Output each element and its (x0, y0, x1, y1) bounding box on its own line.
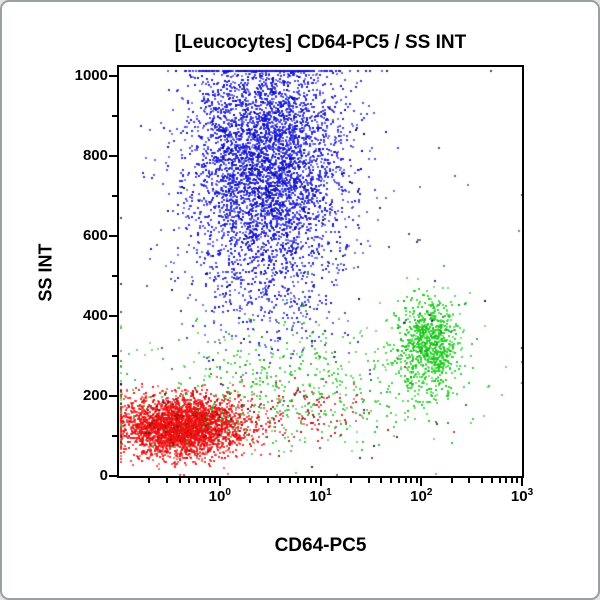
y-major-tick-mark (109, 235, 117, 238)
x-minor-tick-mark (196, 478, 199, 483)
x-minor-tick-mark (297, 478, 300, 483)
x-major-tick-mark (521, 478, 523, 486)
y-axis-label: SS INT (35, 243, 56, 302)
y-tick-label: 800 (82, 147, 108, 165)
x-minor-tick-mark (415, 478, 418, 483)
y-major-tick-mark (109, 75, 117, 78)
x-tick-label: 100 (208, 487, 231, 506)
y-major-tick-mark (109, 155, 117, 158)
y-minor-tick-mark (112, 355, 117, 358)
x-minor-tick-mark (404, 478, 407, 483)
x-minor-tick-mark (397, 478, 400, 483)
x-minor-tick-mark (148, 478, 151, 483)
x-minor-tick-mark (188, 478, 191, 483)
y-minor-tick-mark (112, 195, 117, 198)
y-major-tick-mark (109, 475, 117, 477)
x-minor-tick-mark (309, 478, 312, 483)
y-tick-label: 0 (99, 467, 108, 484)
x-minor-tick-mark (490, 478, 493, 483)
x-minor-tick-mark (349, 478, 352, 483)
x-minor-tick-mark (516, 478, 519, 483)
x-minor-tick-mark (314, 478, 317, 483)
x-minor-tick-mark (498, 478, 501, 483)
x-minor-tick-mark (279, 478, 282, 483)
x-major-tick-mark (319, 478, 322, 486)
y-major-tick-mark (109, 315, 117, 318)
x-minor-tick-mark (214, 478, 217, 483)
x-minor-tick-mark (380, 478, 383, 483)
x-tick-label: 101 (309, 487, 332, 506)
x-major-tick-mark (218, 478, 221, 486)
x-minor-tick-mark (389, 478, 392, 483)
scatter-points-canvas (119, 67, 522, 476)
x-axis-label: CD64-PC5 (274, 535, 367, 556)
x-minor-tick-mark (249, 478, 252, 483)
x-minor-tick-mark (480, 478, 483, 483)
x-minor-tick-mark (203, 478, 206, 483)
x-minor-tick-mark (289, 478, 292, 483)
x-tick-label: 103 (510, 487, 534, 506)
x-minor-tick-mark (208, 478, 211, 483)
y-tick-label: 1000 (74, 67, 108, 85)
x-minor-tick-mark (303, 478, 306, 483)
y-minor-tick-mark (112, 115, 117, 118)
x-minor-tick-mark (511, 478, 514, 483)
x-minor-tick-mark (505, 478, 508, 483)
y-major-tick-mark (109, 395, 117, 398)
x-minor-tick-mark (166, 478, 169, 483)
x-minor-tick-mark (367, 478, 370, 483)
x-minor-tick-mark (450, 478, 453, 483)
x-tick-label: 102 (410, 487, 433, 506)
x-minor-tick-mark (468, 478, 471, 483)
x-minor-tick-mark (266, 478, 269, 483)
y-minor-tick-mark (112, 435, 117, 438)
chart-title: [Leucocytes] CD64-PC5 / SS INT (174, 32, 467, 53)
y-minor-tick-mark (112, 275, 117, 278)
x-major-tick-mark (420, 478, 423, 486)
y-tick-label: 600 (82, 227, 108, 245)
x-minor-tick-mark (178, 478, 181, 483)
y-tick-label: 200 (82, 387, 108, 405)
x-minor-tick-mark (410, 478, 413, 483)
y-tick-label: 400 (82, 307, 108, 325)
